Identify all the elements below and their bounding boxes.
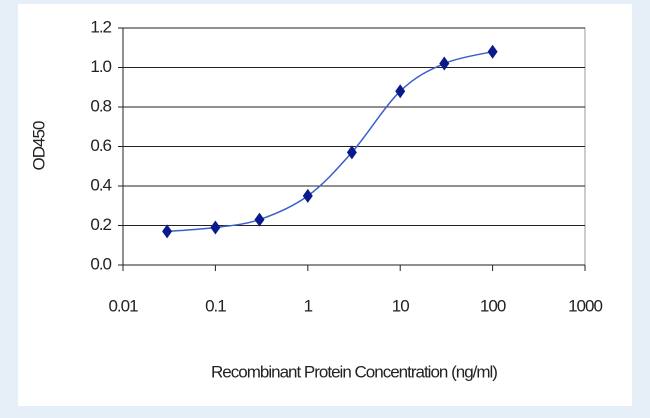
fit-line xyxy=(167,50,493,233)
y-tick-label: 0.8 xyxy=(90,96,111,115)
marker xyxy=(210,220,221,235)
x-axis-label: Recombinant Protein Concentration (ng/ml… xyxy=(211,362,497,381)
marker xyxy=(254,212,265,227)
x-tick-label: 100 xyxy=(480,296,506,315)
x-tick-label: 1 xyxy=(304,296,313,315)
x-tick-label: 1000 xyxy=(568,296,602,315)
marker xyxy=(439,56,450,71)
y-tick-label: 0.2 xyxy=(90,215,111,234)
x-tick-label: 10 xyxy=(392,296,409,315)
marker xyxy=(487,44,498,59)
y-tick-label: 1.2 xyxy=(90,17,111,36)
x-tick-label: 0.1 xyxy=(205,296,226,315)
x-tick-label: 0.01 xyxy=(108,296,138,315)
marker xyxy=(302,188,313,203)
y-tick-label: 0.0 xyxy=(90,254,111,273)
marker xyxy=(395,84,406,99)
y-tick-label: 0.4 xyxy=(90,175,111,194)
marker xyxy=(346,145,357,160)
y-tick-label: 0.6 xyxy=(90,136,111,155)
y-axis-label: OD450 xyxy=(29,121,48,170)
y-tick-label: 1.0 xyxy=(90,57,111,76)
marker xyxy=(162,224,173,239)
